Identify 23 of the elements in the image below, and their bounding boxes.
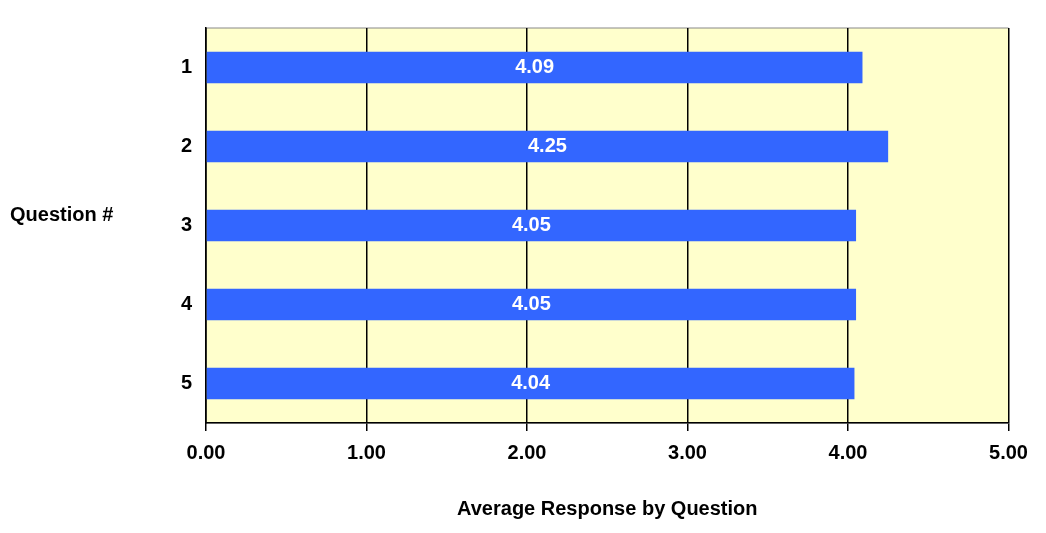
y-tick-label: 4	[180, 292, 193, 315]
bar	[206, 130, 889, 163]
bar	[206, 51, 863, 84]
x-tick-label: 2.00	[507, 440, 547, 463]
bar	[206, 288, 857, 321]
x-tick-label: 3.00	[668, 440, 707, 463]
y-tick-label: 2	[180, 134, 192, 157]
x-axis-title: Average Response by Question	[457, 496, 758, 519]
data-label: 4.04	[511, 371, 551, 394]
data-label: 4.09	[515, 55, 555, 78]
y-tick-label: 3	[180, 213, 192, 236]
data-label: 4.25	[527, 134, 567, 157]
x-tick-label: 5.00	[989, 440, 1029, 463]
data-label: 4.05	[511, 213, 551, 236]
x-tick-label: 4.00	[828, 440, 868, 463]
bar	[206, 209, 857, 242]
bar	[206, 367, 855, 400]
x-tick-label: 0.00	[186, 440, 226, 463]
y-tick-label: 1	[180, 55, 192, 78]
y-axis-title: Question #	[10, 203, 114, 226]
x-tick-label: 1.00	[347, 440, 386, 463]
y-tick-label: 5	[180, 371, 192, 394]
data-label: 4.05	[511, 292, 551, 315]
